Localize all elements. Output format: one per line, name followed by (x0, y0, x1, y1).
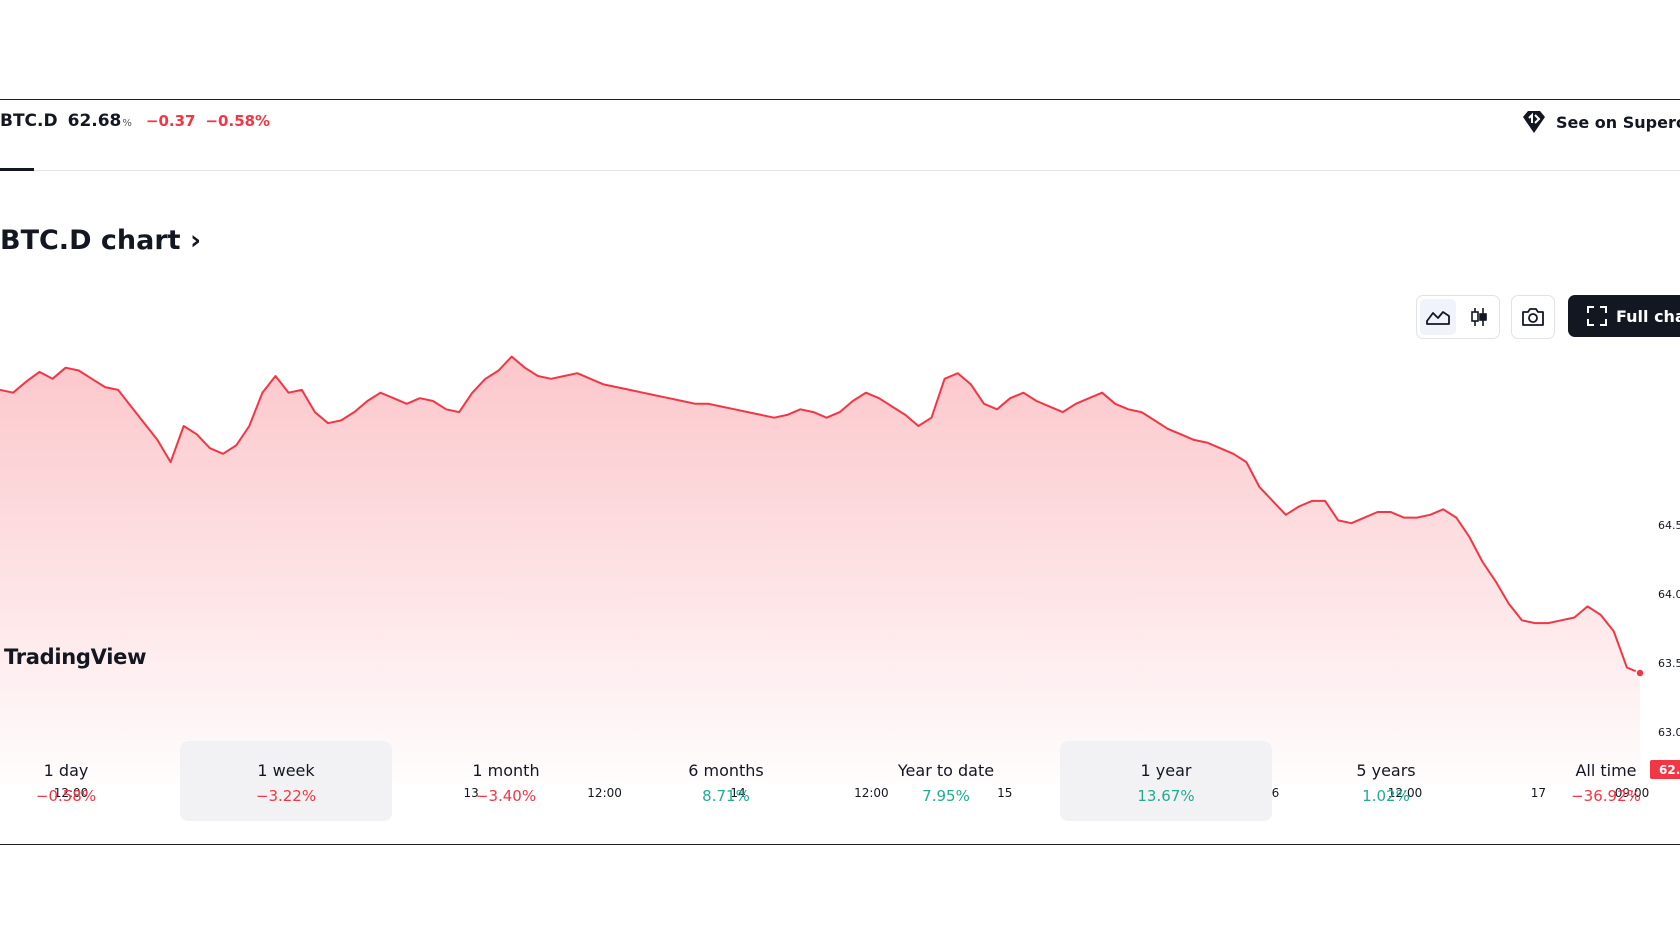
full-chart-button[interactable]: Full chart (1568, 295, 1680, 337)
range-option-2[interactable]: 1 month −3.40% (400, 741, 612, 821)
range-change: −36.92% (1571, 787, 1641, 805)
range-change: −3.22% (255, 787, 317, 805)
range-label: 5 years (1356, 761, 1416, 780)
range-label: 1 year (1140, 761, 1192, 780)
y-tick-label: 63.50 (1658, 657, 1680, 670)
series-line (0, 355, 1641, 675)
line-chart-button[interactable] (1419, 299, 1456, 335)
ticker-unit: % (122, 118, 132, 129)
range-option-1[interactable]: 1 week −3.22% (180, 741, 392, 821)
range-label: 6 months (688, 761, 764, 780)
camera-icon (1522, 308, 1544, 326)
ticker-price: 62.68 (67, 111, 122, 131)
x-tick-label: 13 (464, 786, 479, 800)
superchart-logo-icon (1523, 111, 1545, 133)
chart-title-link[interactable]: BTC.D chart › (0, 225, 202, 256)
range-label: 1 month (472, 761, 540, 780)
range-option-7[interactable]: All time −36.92% (1500, 741, 1680, 821)
tab-divider (0, 170, 1680, 171)
x-tick-label: 12:00 (1388, 786, 1423, 800)
snapshot-button[interactable] (1511, 295, 1555, 339)
range-change: −3.40% (475, 787, 537, 805)
x-tick-label: 12:00 (587, 786, 622, 800)
range-label: 1 day (43, 761, 89, 780)
last-point (1635, 668, 1645, 678)
see-on-supercharts-label: See on Supercharts (1556, 112, 1680, 132)
x-tick-label: 14 (730, 786, 745, 800)
range-option-4[interactable]: Year to date 7.95% (840, 741, 1052, 821)
range-change: 13.67% (1137, 787, 1195, 805)
y-tick-label: 63.00 (1658, 726, 1680, 739)
line-chart-icon (1425, 311, 1450, 325)
range-label: 1 week (257, 761, 315, 780)
x-tick-label: 17 (1531, 786, 1546, 800)
ticker-change-percent: −0.58% (205, 112, 271, 130)
last-value-badge (1650, 760, 1680, 779)
ticker-bar: BTC.D 62.68 % −0.37 −0.58% See on Superc… (0, 100, 1680, 171)
see-on-supercharts-link[interactable]: See on Supercharts (1520, 109, 1680, 135)
range-label: Year to date (897, 761, 995, 780)
candlestick-icon (1470, 308, 1487, 326)
price-chart[interactable]: 64.5064.0063.5063.0062.6812:001212:00131… (0, 345, 1680, 815)
x-tick-label: 09:00 (1615, 786, 1650, 800)
range-label: All time (1575, 761, 1637, 780)
range-option-5[interactable]: 1 year 13.67% (1060, 741, 1272, 821)
symbol-widget: BTC.D 62.68 % −0.37 −0.58% See on Superc… (0, 99, 1680, 845)
ticker-symbol[interactable]: BTC.D (0, 111, 58, 131)
tab-active-indicator (0, 168, 34, 171)
range-option-6[interactable]: 5 years 1.02% (1280, 741, 1492, 821)
range-option-0[interactable]: 1 day −0.58% (0, 741, 172, 821)
series-area (0, 356, 1640, 785)
tradingview-watermark: TradingView (4, 645, 147, 669)
full-chart-label: Full chart (1616, 306, 1680, 326)
last-value-label: 62.68 (1659, 763, 1680, 777)
x-tick-label: 12:00 (854, 786, 889, 800)
range-change: 8.71% (702, 787, 750, 805)
chart-style-toggle (1416, 295, 1500, 339)
range-change: 7.95% (922, 787, 970, 805)
ticker-change: −0.37 (145, 112, 196, 130)
x-tick-label: 15 (997, 786, 1012, 800)
ticker-summary: BTC.D 62.68 % −0.37 −0.58% (0, 111, 270, 131)
range-option-3[interactable]: 6 months 8.71% (620, 741, 832, 821)
y-tick-label: 64.50 (1658, 519, 1680, 532)
x-tick-label: 12:00 (54, 786, 89, 800)
expand-icon (1587, 306, 1607, 326)
candlestick-button[interactable] (1461, 299, 1497, 335)
y-tick-label: 64.00 (1658, 588, 1680, 601)
range-change: 1.02% (1362, 787, 1410, 805)
range-selector: 1 day −0.58% 1 week −3.22% 1 month −3.40% 6 mo… (0, 741, 1680, 821)
range-change: −0.58% (35, 787, 97, 805)
